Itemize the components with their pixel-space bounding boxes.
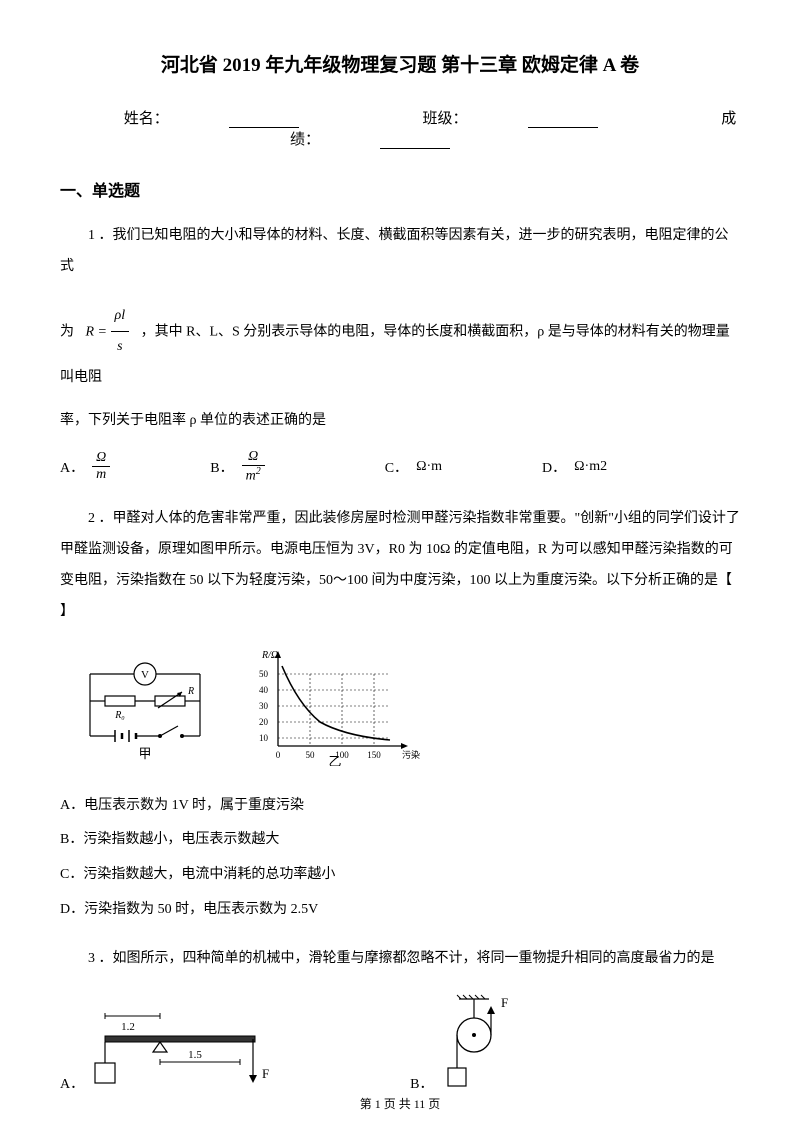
svg-text:污染指数: 污染指数 <box>402 749 420 760</box>
question-2: 2 ．甲醛对人体的危害非常严重，因此装修房屋时检测甲醛污染指数非常重要。"创新"… <box>60 504 740 627</box>
svg-text:1.2: 1.2 <box>121 1021 135 1033</box>
svg-text:50: 50 <box>259 669 269 679</box>
circuit-label: 甲 <box>138 746 151 761</box>
q1-option-c: C． Ω·m <box>385 457 442 477</box>
q1-options: A． Ω m B． Ω m2 C． Ω·m D． Ω·m2 <box>60 449 740 485</box>
question-3: 3 ．如图所示，四种简单的机械中，滑轮重与摩擦都忽略不计，将同一重物提升相同的高… <box>60 944 740 975</box>
svg-text:1.5: 1.5 <box>188 1049 202 1061</box>
svg-text:0: 0 <box>276 750 281 760</box>
q2-choice-c: C．污染指数越大，电流中消耗的总功率越小 <box>60 860 740 891</box>
page-footer: 第 1 页 共 11 页 <box>0 1095 800 1112</box>
q2-diagrams: V R₀ R 甲 <box>70 646 740 771</box>
section-heading: 一、单选题 <box>60 177 740 201</box>
svg-text:乙: 乙 <box>328 754 341 766</box>
name-field: 姓名： <box>94 111 329 127</box>
q2-choice-b: B．污染指数越小，电压表示数越大 <box>60 825 740 856</box>
svg-text:R: R <box>187 686 194 697</box>
header-row: 姓名： 班级： 成绩： <box>60 107 740 149</box>
q3-option-b: B． F <box>410 993 529 1093</box>
q1-option-a: A． Ω m <box>60 450 110 483</box>
svg-text:F: F <box>262 1066 269 1081</box>
svg-text:F: F <box>501 995 508 1010</box>
svg-text:V: V <box>141 669 149 681</box>
svg-text:30: 30 <box>259 701 269 711</box>
svg-text:40: 40 <box>259 685 269 695</box>
question-1-line1: 1 ．我们已知电阻的大小和导体的材料、长度、横截面积等因素有关，进一步的研究表明… <box>60 221 740 283</box>
q3-options: A． 1.2 1.5 F B． <box>60 993 740 1093</box>
circuit-diagram: V R₀ R 甲 <box>70 656 220 771</box>
svg-text:R₀: R₀ <box>114 710 125 721</box>
svg-text:20: 20 <box>259 717 269 727</box>
question-1-line3: 率，下列关于电阻率 ρ 单位的表述正确的是 <box>60 406 740 437</box>
class-field: 班级： <box>392 111 627 127</box>
q2-choice-a: A．电压表示数为 1V 时，属于重度污染 <box>60 791 740 822</box>
q2-choices: A．电压表示数为 1V 时，属于重度污染 B．污染指数越小，电压表示数越大 C．… <box>60 791 740 926</box>
svg-text:R/Ω: R/Ω <box>261 650 278 661</box>
q3-option-a: A． 1.2 1.5 F <box>60 1008 270 1093</box>
graph-diagram: R/Ω 10 20 30 40 50 0 50 100 150 污染指数 乙 <box>250 646 420 771</box>
svg-text:10: 10 <box>259 733 269 743</box>
page-title: 河北省 2019 年九年级物理复习题 第十三章 欧姆定律 A 卷 <box>60 50 740 77</box>
q1-option-b: B． Ω m2 <box>210 449 264 485</box>
svg-text:50: 50 <box>306 750 316 760</box>
question-1-formula-line: 为 R = ρl s ，其中 R、L、S 分别表示导体的电阻，导体的长度和横截面… <box>60 301 740 394</box>
svg-text:150: 150 <box>367 750 381 760</box>
q1-formula: R = ρl s <box>86 301 130 364</box>
q2-choice-d: D．污染指数为 50 时，电压表示数为 2.5V <box>60 895 740 926</box>
q1-option-d: D． Ω·m2 <box>542 457 607 477</box>
